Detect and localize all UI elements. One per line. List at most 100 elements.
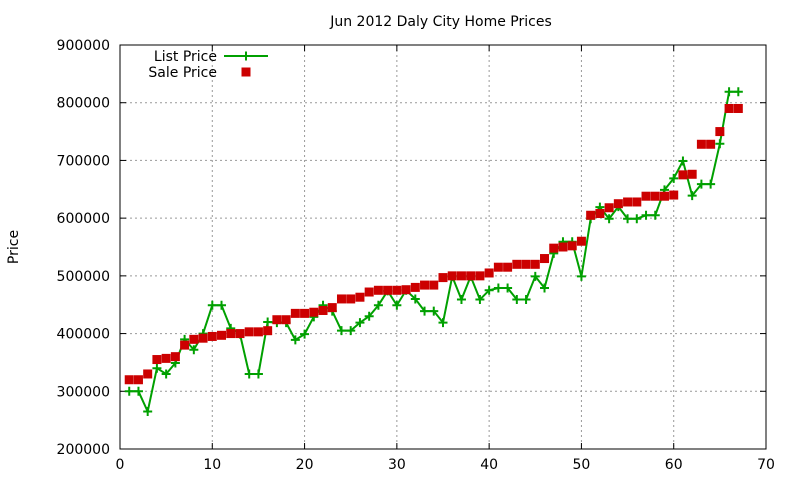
sale-price-point [632,197,642,207]
x-axis: 0 10 20 30 40 50 60 70 [116,45,775,473]
sale-price-point [438,273,448,283]
x-tick-label: 0 [116,457,125,473]
sale-price-point [263,326,273,336]
y-tick-label: 800000 [57,96,110,112]
list-price-point [263,317,273,327]
sale-price-point [180,340,190,350]
sale-price-point [613,199,623,209]
sale-price-point [558,242,568,252]
list-price-point [669,173,679,183]
sale-price-point [420,280,430,290]
list-price-point [530,271,540,281]
sale-price-point [392,285,402,295]
list-price-point [706,179,716,189]
legend-plus-swatch [241,51,251,61]
sale-price-point [493,262,503,272]
sale-price-point [456,271,466,281]
list-price-point [300,329,310,339]
list-price-point [420,306,430,316]
list-price-point [124,386,134,396]
sale-price-point [207,331,217,341]
list-price-point [410,294,420,304]
list-price-point [336,326,346,336]
sale-price-point [659,191,669,201]
sale-price-point [336,294,346,304]
sale-price-point [530,259,540,269]
sale-price-point [217,330,227,340]
sale-price-point [641,191,651,201]
sale-price-point [318,305,328,315]
list-price-point [650,210,660,220]
legend-label: Sale Price [148,65,217,81]
sale-price-point [715,127,725,137]
y-tick-label: 300000 [57,384,110,400]
sale-price-point [623,197,633,207]
x-tick-label: 50 [573,457,591,473]
list-price-point [724,87,734,97]
list-price-point [641,210,651,220]
y-axis: 200000 300000 400000 500000 600000 700000 8000… [57,38,766,458]
sale-price-point [152,355,162,365]
sale-price-point [687,169,697,179]
sale-price-point [512,259,522,269]
sale-price-point [281,315,291,325]
list-price-point [576,271,586,281]
list-price-point [244,369,254,379]
grid [120,45,766,449]
x-tick-label: 10 [203,457,221,473]
list-price-point [733,87,743,97]
series-layer [124,87,743,416]
sale-price-point [355,292,365,302]
sale-price-point [540,254,550,264]
sale-price-point [567,241,577,251]
sale-price-point [189,334,199,344]
sale-price-point [669,190,679,200]
sale-price-point [410,282,420,292]
list-price-point [290,335,300,345]
y-tick-label: 900000 [57,38,110,54]
list-price-point [604,214,614,224]
y-tick-label: 700000 [57,153,110,169]
y-axis-label: Price [6,230,22,264]
sale-price-point [226,329,236,339]
list-price-point [484,285,494,295]
list-price-point [632,214,642,224]
y-tick-label: 200000 [57,442,110,458]
list-price-point [512,295,522,305]
list-price-point [253,369,263,379]
list-price-point [161,369,171,379]
list-price-point [152,363,162,373]
sale-price-point [253,327,263,337]
x-tick-label: 30 [388,457,406,473]
legend-square-swatch [241,67,251,77]
sale-price-point [650,191,660,201]
sale-price-point [235,329,245,339]
x-tick-label: 40 [480,457,498,473]
list-price-point [133,386,143,396]
sale-price-point [604,203,614,213]
list-price-point [540,283,550,293]
sale-price-point [124,375,134,385]
y-tick-label: 500000 [57,269,110,285]
sale-price-point [678,170,688,180]
list-price-point [678,156,688,166]
sale-price-point [161,353,171,363]
list-price-point [207,300,217,310]
list-price-point [355,318,365,328]
sale-price-point [309,307,319,317]
sale-price-point [364,287,374,297]
list-price-point [493,283,503,293]
sale-price-point [576,236,586,246]
y-tick-label: 400000 [57,327,110,343]
list-price-point [687,191,697,201]
sale-price-point [595,209,605,219]
chart-title: Jun 2012 Daly City Home Prices [329,14,552,30]
x-tick-label: 60 [665,457,683,473]
sale-price-point [466,271,476,281]
list-price-point [438,318,448,328]
sale-price-point [143,369,153,379]
sale-price-point [383,285,393,295]
